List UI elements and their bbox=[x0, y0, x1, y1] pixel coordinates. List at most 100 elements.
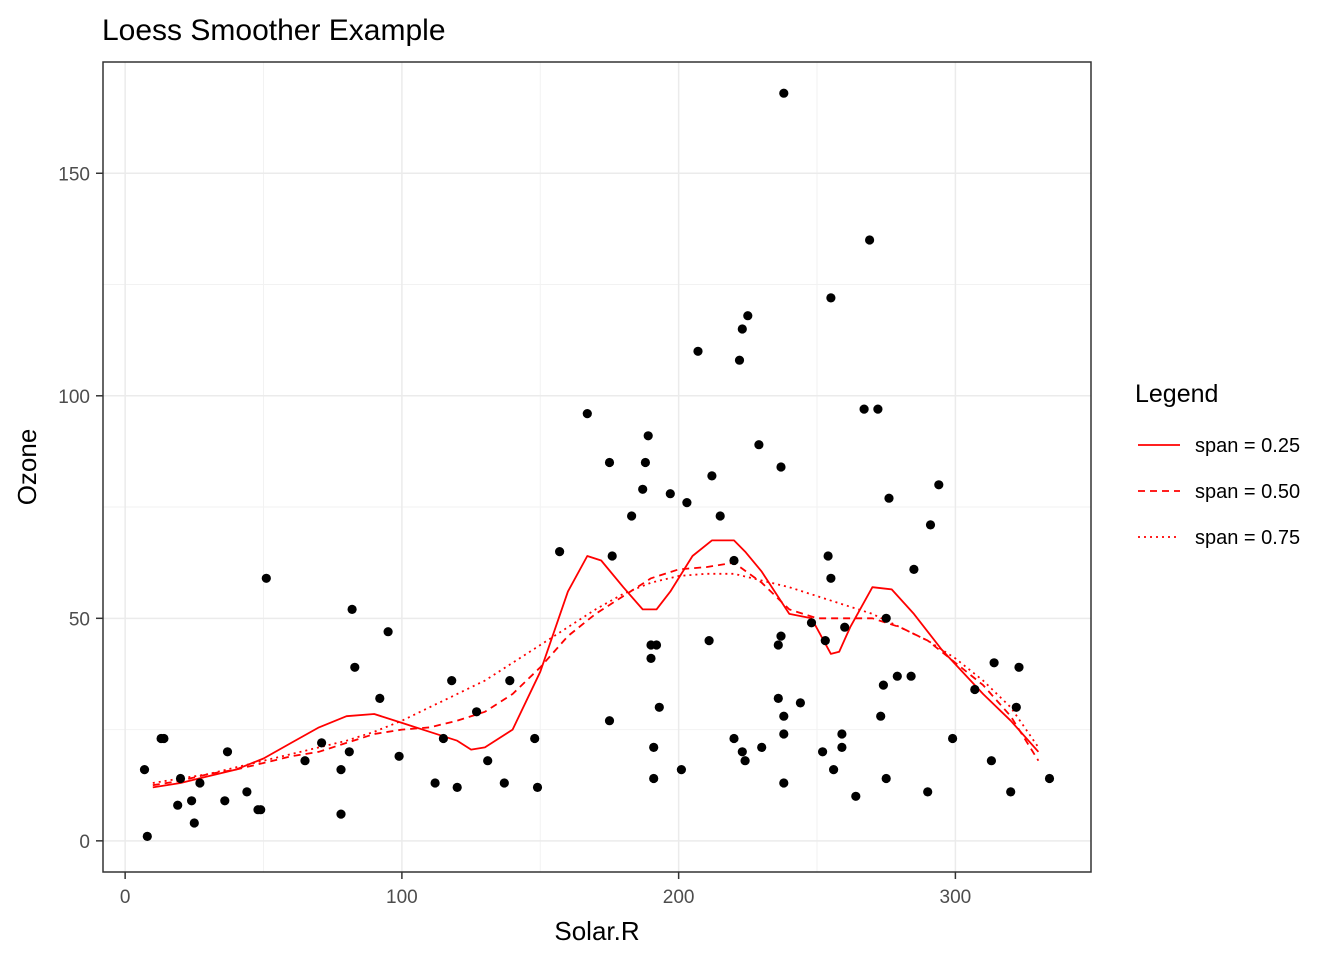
data-point bbox=[483, 756, 493, 766]
data-point bbox=[189, 818, 199, 828]
data-point bbox=[682, 498, 692, 508]
data-point bbox=[242, 787, 252, 797]
data-point bbox=[970, 684, 980, 695]
data-point bbox=[693, 346, 703, 356]
data-point bbox=[643, 431, 653, 441]
x-axis: 0 100 200 300 bbox=[120, 872, 971, 908]
x-tick-label: 100 bbox=[386, 887, 418, 908]
data-point bbox=[776, 462, 786, 472]
data-point bbox=[729, 555, 739, 566]
data-point bbox=[187, 796, 197, 806]
data-point bbox=[881, 613, 891, 623]
legend-label: span = 0.75 bbox=[1195, 527, 1300, 549]
data-point bbox=[884, 493, 894, 503]
y-axis-label: Ozone bbox=[12, 429, 42, 506]
legend-title: Legend bbox=[1135, 380, 1218, 408]
data-point bbox=[604, 716, 615, 726]
data-point bbox=[300, 756, 310, 766]
data-point bbox=[859, 404, 869, 414]
y-tick-label: 100 bbox=[58, 387, 90, 408]
data-point bbox=[923, 787, 933, 797]
data-point bbox=[649, 742, 659, 753]
data-point bbox=[826, 573, 836, 583]
data-point bbox=[707, 471, 717, 481]
data-point bbox=[394, 751, 404, 761]
chart-title: Loess Smoother Example bbox=[102, 14, 446, 47]
data-point bbox=[826, 293, 836, 303]
data-point bbox=[989, 658, 999, 668]
data-point bbox=[142, 831, 152, 842]
data-point bbox=[175, 773, 186, 784]
data-point bbox=[829, 765, 839, 775]
data-point bbox=[892, 671, 902, 681]
data-point bbox=[743, 311, 753, 321]
data-point bbox=[665, 489, 675, 499]
data-point bbox=[773, 693, 783, 704]
data-point bbox=[818, 747, 828, 757]
data-point bbox=[676, 765, 687, 775]
loess-line-dashed bbox=[152, 561, 1040, 787]
data-point bbox=[627, 511, 637, 521]
data-point bbox=[317, 738, 327, 748]
data-point bbox=[256, 805, 266, 815]
legend-label: span = 0.25 bbox=[1195, 435, 1300, 457]
data-point bbox=[934, 480, 944, 490]
data-point bbox=[795, 698, 806, 708]
data-point bbox=[344, 747, 354, 757]
y-axis: 0 50 100 150 bbox=[58, 164, 103, 853]
data-point bbox=[851, 791, 861, 801]
data-point bbox=[715, 511, 725, 521]
data-point bbox=[195, 778, 205, 788]
data-point bbox=[876, 711, 886, 721]
data-point bbox=[220, 796, 230, 806]
data-point bbox=[906, 671, 916, 681]
data-point bbox=[499, 778, 509, 788]
x-tick-label: 200 bbox=[663, 887, 695, 908]
data-point bbox=[1006, 787, 1016, 797]
data-point bbox=[1044, 773, 1055, 784]
data-point bbox=[347, 604, 357, 615]
data-point bbox=[383, 627, 393, 637]
data-point bbox=[350, 662, 360, 672]
data-point bbox=[779, 88, 789, 98]
data-point bbox=[222, 747, 233, 757]
data-point bbox=[1011, 702, 1021, 712]
data-point bbox=[530, 733, 540, 744]
data-point bbox=[472, 707, 482, 717]
x-tick-label: 300 bbox=[940, 887, 972, 908]
data-point bbox=[638, 484, 648, 494]
data-point bbox=[737, 747, 747, 757]
x-axis-label: Solar.R bbox=[554, 916, 639, 946]
data-point bbox=[823, 551, 833, 561]
data-point bbox=[173, 800, 183, 810]
data-point bbox=[505, 676, 515, 686]
data-point bbox=[737, 324, 747, 334]
grid-major-lines bbox=[103, 62, 1091, 872]
data-point bbox=[779, 729, 789, 739]
data-point bbox=[582, 409, 592, 419]
data-point bbox=[909, 564, 919, 575]
data-point bbox=[806, 618, 817, 628]
data-point bbox=[375, 693, 385, 704]
data-point bbox=[837, 742, 847, 753]
data-point bbox=[779, 711, 789, 721]
y-tick-label: 150 bbox=[58, 164, 90, 185]
data-point bbox=[757, 742, 767, 753]
data-point bbox=[607, 551, 617, 561]
y-tick-label: 0 bbox=[79, 832, 90, 853]
data-point bbox=[651, 640, 662, 650]
x-tick-label: 0 bbox=[120, 887, 131, 908]
data-point bbox=[729, 733, 739, 744]
data-point bbox=[754, 440, 764, 450]
data-point bbox=[865, 235, 875, 245]
plot-panel-border bbox=[102, 61, 1092, 873]
data-point bbox=[925, 520, 936, 530]
data-point bbox=[649, 773, 659, 784]
data-point bbox=[640, 457, 651, 468]
data-point bbox=[430, 778, 440, 788]
scatter-points bbox=[139, 88, 1055, 842]
data-point bbox=[1014, 662, 1024, 672]
data-point bbox=[840, 622, 850, 632]
data-point bbox=[532, 782, 543, 793]
